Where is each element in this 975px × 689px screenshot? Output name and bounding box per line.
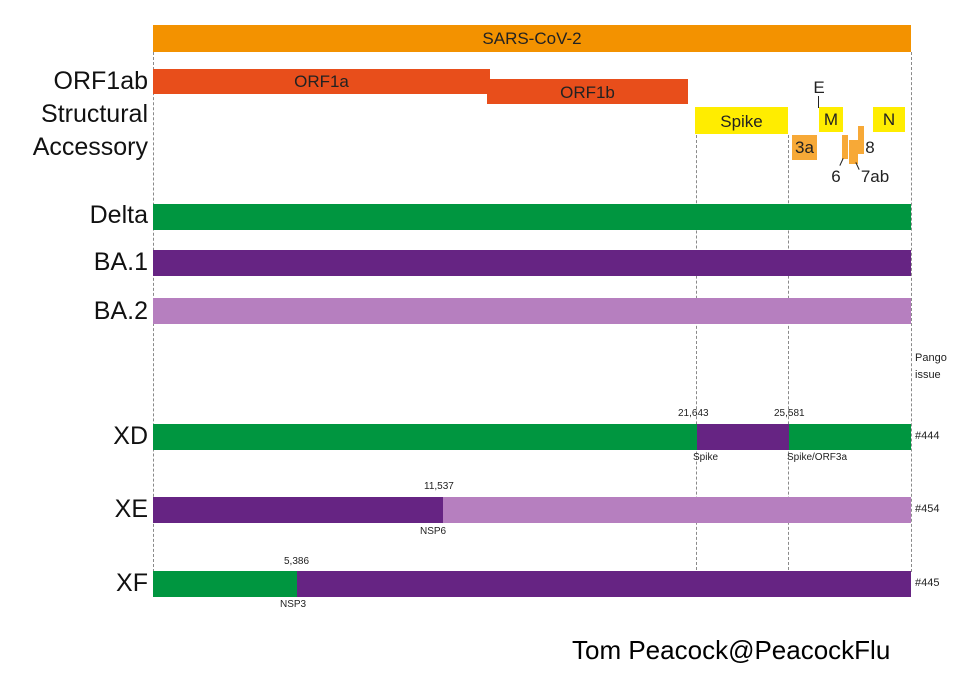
ba2-bar — [153, 298, 911, 324]
pango-header-line1: Pango — [915, 352, 947, 364]
m-gene-label: M — [823, 110, 839, 129]
orf6-label: 6 — [831, 167, 841, 186]
row-label-ba1: BA.1 — [93, 248, 148, 276]
n-gene-label: N — [882, 110, 896, 129]
xe-issue: #454 — [915, 503, 940, 515]
row-label-ba2: BA.2 — [93, 297, 148, 325]
row-label-orf1ab: ORF1ab — [53, 67, 148, 95]
orf8-label: 8 — [865, 138, 875, 157]
xd-segment-delta-2 — [789, 424, 911, 450]
xe-gene: NSP6 — [420, 526, 447, 537]
orf6-bar — [842, 135, 848, 159]
ba1-bar — [153, 250, 911, 276]
xd-breakpoint-1: 21,643 — [678, 408, 709, 419]
orf1b-bar — [487, 79, 688, 104]
orf7ab-label: 7ab — [860, 167, 890, 186]
xd-gene-2: Spike/ORF3a — [787, 452, 848, 463]
xf-segment-delta — [153, 571, 297, 597]
spike-bar — [695, 107, 788, 134]
row-label-xd: XD — [113, 422, 148, 450]
orf8-bar — [858, 126, 864, 154]
xf-issue: #445 — [915, 577, 940, 589]
delta-bar — [153, 204, 911, 230]
xf-gene: NSP3 — [280, 599, 307, 610]
guide-line-spike-end — [788, 135, 789, 570]
xf-breakpoint: 5,386 — [284, 556, 310, 567]
author-credit: Tom Peacock@PeacockFlu — [572, 635, 891, 665]
orf7ab-bar — [849, 140, 858, 164]
xd-segment-ba1 — [697, 424, 789, 450]
xe-breakpoint: 11,537 — [424, 481, 454, 492]
row-label-structural: Structural — [41, 100, 148, 128]
guide-line-right — [911, 52, 912, 572]
guide-line-spike-start — [696, 135, 697, 570]
xf-segment-ba1 — [297, 571, 911, 597]
e-gene-tick — [818, 96, 819, 108]
xd-segment-delta-1 — [153, 424, 697, 450]
orf3a-bar — [792, 135, 817, 160]
xd-breakpoint-2: 25,581 — [774, 408, 805, 419]
m-gene-bar — [819, 107, 843, 132]
xe-segment-ba1 — [153, 497, 443, 523]
sars-cov-2-label: SARS-CoV-2 — [482, 29, 582, 48]
pango-header-line2: issue — [915, 369, 941, 381]
row-label-accessory: Accessory — [32, 133, 148, 161]
orf1a-label: ORF1a — [294, 72, 349, 91]
row-label-xe: XE — [114, 495, 148, 523]
row-label-xf: XF — [116, 569, 148, 597]
e-gene-label: E — [813, 78, 825, 97]
xd-issue: #444 — [915, 430, 940, 442]
row-label-delta: Delta — [89, 201, 148, 229]
orf1a-bar — [153, 69, 490, 94]
orf6-tick — [839, 158, 844, 166]
xd-gene-1: Spike — [693, 452, 719, 463]
orf3a-label: 3a — [795, 138, 814, 157]
xe-segment-ba2 — [443, 497, 911, 523]
spike-label: Spike — [720, 112, 763, 131]
n-gene-bar — [873, 107, 905, 132]
orf1b-label: ORF1b — [560, 83, 615, 102]
sars-cov-2-bar — [153, 25, 911, 52]
